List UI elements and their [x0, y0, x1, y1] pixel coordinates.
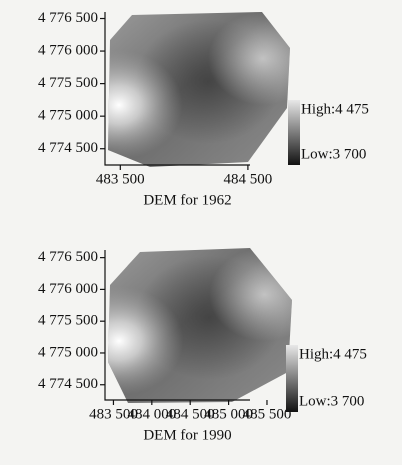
- colorbar-label: High:4 475: [299, 346, 367, 362]
- colorbar: [288, 100, 300, 165]
- y-tick-label: 4 775 000: [38, 108, 98, 124]
- x-tick-label: 485 500: [243, 406, 292, 422]
- colorbar: [286, 345, 298, 412]
- dem-raster: [108, 248, 292, 403]
- x-tick-label: 483 500: [96, 171, 145, 187]
- map-title: DEM for 1962: [143, 192, 231, 208]
- y-tick-label: 4 776 500: [38, 10, 98, 26]
- y-tick-label: 4 776 000: [38, 281, 98, 297]
- map-title: DEM for 1990: [143, 427, 231, 443]
- y-tick-label: 4 775 000: [38, 344, 98, 360]
- y-tick-label: 4 774 500: [38, 140, 98, 156]
- y-tick-label: 4 775 500: [38, 313, 98, 329]
- y-tick-label: 4 775 500: [38, 75, 98, 91]
- colorbar-label: Low:3 700: [299, 393, 364, 409]
- dem-raster: [108, 12, 290, 167]
- colorbar-label: Low:3 700: [301, 146, 366, 162]
- y-tick-label: 4 774 500: [38, 376, 98, 392]
- figure: 4 776 500 4 776 000 4 775 500 4 775 000 4 77…: [0, 0, 402, 465]
- colorbar-label: High:4 475: [301, 101, 369, 117]
- y-tick-label: 4 776 500: [38, 249, 98, 265]
- y-tick-label: 4 776 000: [38, 43, 98, 59]
- x-tick-label: 484 500: [224, 171, 273, 187]
